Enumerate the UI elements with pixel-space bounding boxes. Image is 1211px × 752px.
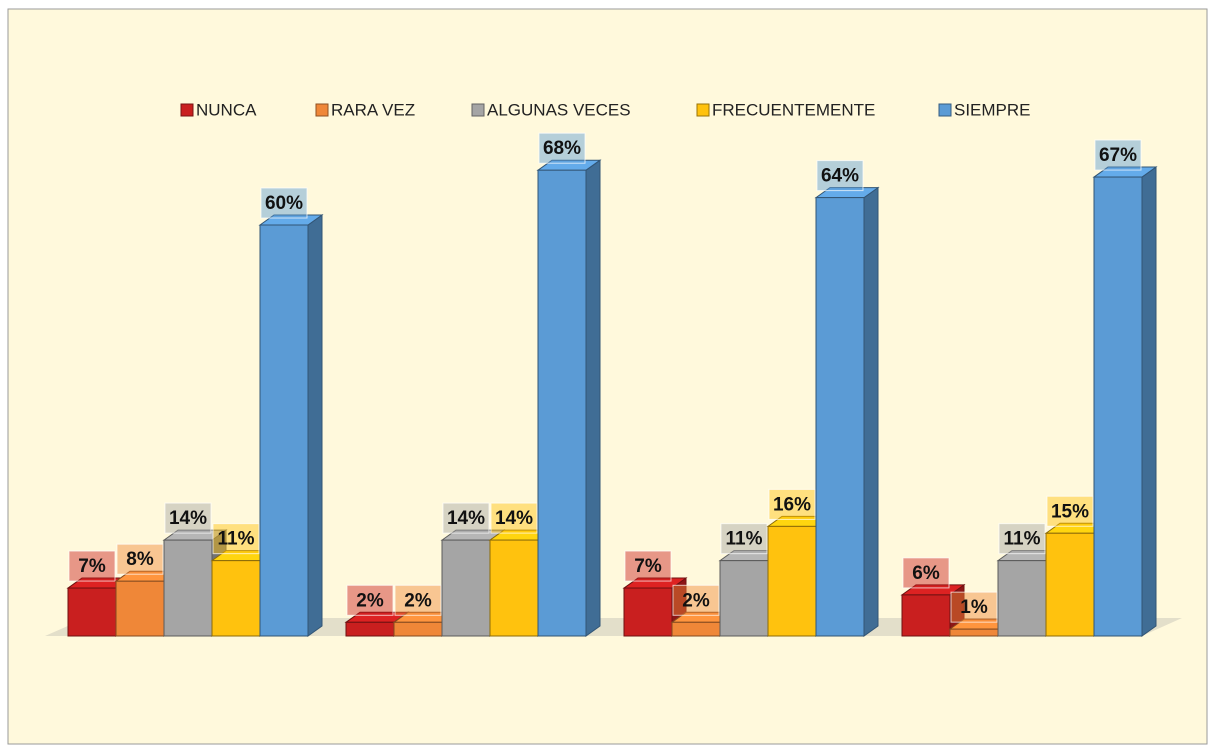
legend-swatch (471, 103, 485, 117)
bar-front (623, 587, 673, 637)
value-label-box (442, 502, 490, 534)
bar-front (949, 628, 999, 637)
value-label-box (346, 584, 394, 616)
value-label-box (624, 550, 672, 582)
bar (1092, 166, 1158, 637)
legend-label: SIEMPRE (954, 100, 1031, 119)
value-label: 6% (912, 563, 940, 584)
bar-front (719, 560, 769, 637)
value-label: 16% (773, 494, 811, 515)
bar (66, 577, 132, 637)
value-label: 2% (356, 590, 384, 611)
value-label-box (164, 502, 212, 534)
bar-front (441, 539, 491, 637)
value-label-box (394, 584, 442, 616)
value-label-box (998, 523, 1046, 555)
legend-swatch (315, 103, 329, 117)
value-label-box (490, 502, 538, 534)
value-label-box (720, 523, 768, 555)
legend-swatch (696, 103, 710, 117)
bar-front (115, 580, 165, 637)
value-label: 2% (682, 590, 710, 611)
legend-label: ALGUNAS VECES (487, 100, 631, 119)
value-label-box (672, 584, 720, 616)
bar (814, 186, 880, 637)
legend-label: RARA VEZ (331, 100, 415, 119)
value-label: 67% (1099, 145, 1137, 166)
value-label-box (212, 523, 260, 555)
legend-label: NUNCA (196, 100, 257, 119)
value-label: 64% (821, 166, 859, 187)
value-label: 68% (543, 138, 581, 159)
legend-swatch (938, 103, 952, 117)
bar-front (489, 539, 539, 637)
value-label: 7% (78, 556, 106, 577)
value-label-box (116, 543, 164, 575)
bar-front (345, 621, 395, 637)
bar-side (585, 159, 601, 637)
bar-front (393, 621, 443, 637)
value-label-box (950, 591, 998, 623)
value-label: 11% (726, 529, 763, 550)
bar (536, 159, 602, 637)
value-label: 11% (218, 529, 255, 550)
value-label: 15% (1051, 501, 1089, 522)
value-label: 11% (1004, 529, 1041, 550)
bar-side (307, 214, 323, 637)
bar-side (1141, 166, 1157, 637)
bar-front (997, 560, 1047, 637)
bar-front (767, 525, 817, 637)
value-label: 60% (265, 193, 303, 214)
value-label-box (68, 550, 116, 582)
value-label-box (816, 160, 864, 192)
value-label: 2% (404, 590, 432, 611)
bar-front (1045, 532, 1095, 637)
bar-front (671, 621, 721, 637)
value-label: 14% (169, 508, 207, 529)
bar-front (1093, 176, 1143, 637)
bar-side (863, 186, 879, 637)
bar-front (163, 539, 213, 637)
value-label-box (260, 187, 308, 219)
bar-front (537, 169, 587, 637)
legend-swatch (180, 103, 194, 117)
bar-front (259, 224, 309, 637)
bar-front (815, 197, 865, 637)
value-label: 8% (126, 549, 154, 570)
value-label-box (1094, 139, 1142, 171)
bar-front (901, 594, 951, 637)
value-label-box (768, 488, 816, 520)
value-label-box (1046, 495, 1094, 527)
value-label: 14% (447, 508, 485, 529)
bar-front (67, 587, 117, 637)
value-label: 7% (634, 556, 662, 577)
legend-label: FRECUENTEMENTE (712, 100, 875, 119)
value-label: 1% (960, 597, 988, 618)
bar (258, 214, 324, 637)
floor (45, 618, 1182, 636)
value-label-box (902, 557, 950, 589)
value-label-box (538, 132, 586, 164)
bar-front (211, 560, 261, 637)
value-label: 14% (495, 508, 533, 529)
